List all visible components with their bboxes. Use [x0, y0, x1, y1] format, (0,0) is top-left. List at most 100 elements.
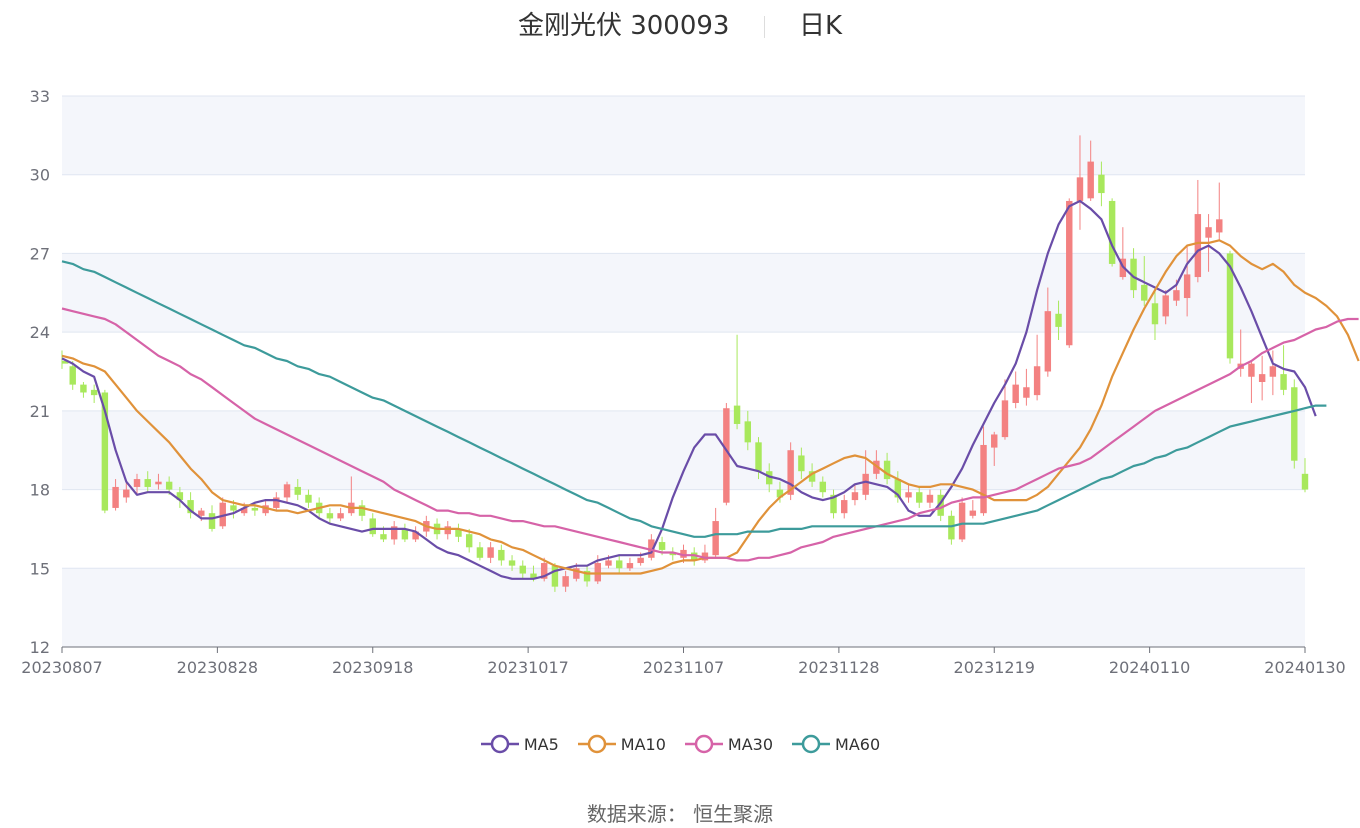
candle-body: [487, 547, 494, 558]
candle-body: [1183, 274, 1191, 299]
candle-body: [991, 434, 998, 448]
candle-body: [90, 389, 98, 396]
candle-body: [615, 560, 623, 569]
candle-body: [594, 563, 601, 582]
candle-body: [251, 507, 259, 511]
candle-body: [808, 471, 816, 482]
candle-body: [926, 494, 934, 503]
legend-label: MA30: [727, 734, 774, 754]
candle-body: [958, 502, 966, 540]
data-source: 数据来源： 恒生聚源: [586, 802, 774, 826]
candle-body: [519, 565, 526, 574]
x-tick-label: 20231219: [954, 658, 1035, 677]
candle-body: [1301, 473, 1309, 490]
candles: [61, 135, 1309, 592]
candle-body: [1055, 313, 1062, 327]
candle-body: [165, 481, 173, 490]
legend-label: MA60: [835, 734, 881, 754]
candle-body: [626, 563, 634, 569]
grid-bands: [62, 96, 1305, 647]
candle-body: [198, 510, 205, 516]
y-tick-label: 18: [30, 481, 50, 500]
candle-body: [390, 526, 398, 540]
candle-body: [444, 526, 451, 535]
y-tick-label: 24: [30, 323, 50, 342]
candle-body: [637, 557, 644, 564]
candle-body: [1001, 400, 1009, 438]
candle-body: [273, 497, 280, 508]
candle-body: [144, 479, 151, 487]
candle-body: [905, 492, 912, 498]
candle-body: [1216, 219, 1223, 233]
legend-item-ma30[interactable]: MA30: [684, 734, 773, 754]
legend-circle: [694, 734, 714, 754]
candle-body: [412, 531, 419, 540]
candle-body: [540, 563, 548, 579]
candle-body: [1205, 227, 1212, 238]
candle-body: [498, 549, 505, 561]
ma-lines: [61, 199, 1360, 580]
candle-body: [733, 405, 741, 424]
y-tick-label: 21: [30, 402, 50, 421]
candle-body: [969, 510, 977, 516]
candle-body: [1258, 374, 1266, 382]
candle-body: [583, 570, 591, 582]
candle-body: [305, 494, 312, 503]
legend-circle: [490, 734, 510, 754]
candle-body: [219, 502, 226, 527]
candle-body: [723, 408, 730, 503]
legend-item-ma5[interactable]: MA5: [480, 734, 559, 754]
legend-circle: [587, 734, 607, 754]
candle-body: [562, 576, 569, 587]
candle-body: [680, 549, 687, 558]
candle-body: [1108, 200, 1116, 264]
grid-lines: [62, 95, 1305, 569]
candle-body: [851, 492, 859, 501]
candle-body: [530, 573, 537, 579]
candle-body: [208, 513, 216, 529]
candle-body: [1033, 366, 1041, 396]
candle-body: [1173, 290, 1180, 301]
x-axis: 20230807 20230828 20230918 20231017 20231107…: [21, 646, 1346, 677]
grid-band: [62, 253, 1305, 333]
candle-body: [712, 521, 719, 556]
legend-marker-icon: [577, 734, 616, 754]
legend-marker-icon: [792, 734, 831, 754]
candle-body: [948, 515, 955, 540]
candle-body: [101, 392, 109, 511]
candle-body: [819, 481, 827, 493]
candle-body: [326, 513, 334, 519]
legend-label: MA5: [523, 734, 559, 754]
candle-body: [508, 560, 516, 566]
candle-body: [240, 507, 248, 514]
candle-body: [691, 552, 698, 561]
candle-body: [980, 444, 987, 514]
x-tick-label: 20240110: [1109, 658, 1190, 677]
candle-body: [294, 486, 301, 495]
candle-body: [187, 500, 194, 514]
y-tick-label: 15: [30, 559, 50, 578]
candle-body: [1269, 366, 1277, 377]
candle-body: [551, 565, 559, 587]
candle-body: [176, 492, 184, 501]
line-ma60: [61, 260, 1327, 538]
candle-body: [883, 460, 891, 480]
legend-marker-icon: [684, 734, 723, 754]
candle-body: [1087, 161, 1094, 199]
candle-body: [573, 568, 580, 579]
legend-item-ma10[interactable]: MA10: [577, 734, 666, 754]
x-tick-label: 20240130: [1264, 658, 1345, 677]
legend-label: MA10: [620, 734, 666, 754]
candle-body: [744, 421, 752, 443]
candle-body: [476, 547, 484, 558]
legend-marker-icon: [480, 734, 519, 754]
candle-body: [262, 505, 269, 514]
candle-body: [112, 486, 119, 508]
candle-body: [701, 552, 709, 561]
grid-band: [62, 96, 1305, 175]
legend-item-ma60[interactable]: MA60: [791, 734, 880, 754]
candle-body: [380, 534, 387, 540]
y-tick-label: 33: [30, 87, 50, 106]
candle-body: [1291, 387, 1298, 461]
candle-body: [1141, 284, 1148, 301]
